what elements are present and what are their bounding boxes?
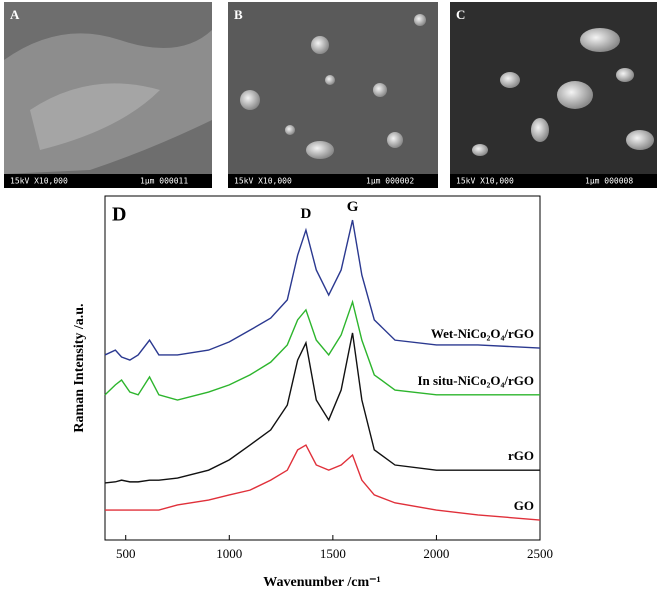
x-tick-label: 1500 bbox=[320, 546, 346, 561]
series-line bbox=[105, 444, 541, 521]
sem-footer-right: 1μm 000002 bbox=[366, 177, 414, 186]
peak-label: D bbox=[301, 206, 312, 222]
series-line bbox=[104, 299, 540, 401]
series-label: GO bbox=[514, 498, 534, 513]
sem-footer-left: 15kV X10,000 bbox=[456, 177, 514, 186]
sem-particle bbox=[311, 36, 329, 54]
series-label: Wet-NiCo₂O₄/rGO bbox=[431, 326, 534, 341]
x-axis-label: Wavenumber /cm⁻¹ bbox=[263, 575, 381, 590]
sem-particle bbox=[373, 83, 387, 97]
sem-panel-c: 15kV X10,000 1μm 000008 C bbox=[450, 2, 657, 188]
sem-footer-left: 15kV X10,000 bbox=[234, 177, 292, 186]
x-tick-label: 2500 bbox=[527, 546, 553, 561]
sem-footer-right: 1μm 000011 bbox=[140, 177, 188, 186]
sem-particle bbox=[414, 14, 426, 26]
series-line bbox=[104, 332, 540, 484]
sem-footer bbox=[228, 174, 438, 188]
plot-frame bbox=[104, 195, 541, 541]
sem-texture bbox=[30, 83, 160, 150]
sem-footer bbox=[4, 174, 212, 188]
sem-particle bbox=[557, 81, 593, 109]
panel-label: B bbox=[234, 7, 243, 22]
x-tick-label: 1000 bbox=[216, 546, 242, 561]
sem-particle bbox=[531, 118, 549, 142]
sem-particle bbox=[626, 130, 654, 150]
series-line bbox=[104, 219, 541, 361]
sem-particle bbox=[285, 125, 295, 135]
sem-particle bbox=[616, 68, 634, 82]
panel-label: A bbox=[10, 7, 20, 22]
panel-label: C bbox=[456, 7, 465, 22]
panel-label: D bbox=[112, 204, 126, 226]
sem-particle bbox=[472, 144, 488, 156]
series-label: rGO bbox=[508, 448, 534, 463]
sem-particle bbox=[500, 72, 520, 88]
x-tick-label: 500 bbox=[116, 546, 136, 561]
sem-particle bbox=[306, 141, 334, 159]
sem-panel-a: 15kV X10,000 1μm 000011 A bbox=[4, 2, 212, 188]
x-tick-label: 2000 bbox=[423, 546, 449, 561]
sem-particle bbox=[325, 75, 335, 85]
sem-particle bbox=[240, 90, 260, 110]
sem-particle bbox=[387, 132, 403, 148]
sem-footer-right: 1μm 000008 bbox=[585, 177, 633, 186]
series-label: In situ-NiCo₂O₄/rGO bbox=[418, 373, 535, 388]
sem-image bbox=[228, 2, 438, 174]
sem-particle bbox=[580, 28, 620, 52]
sem-footer-left: 15kV X10,000 bbox=[10, 177, 68, 186]
sem-panel-b: 15kV X10,000 1μm 000002 B bbox=[228, 2, 438, 188]
peak-label: G bbox=[347, 199, 359, 215]
y-axis-label: Raman Intensity /a.u. bbox=[72, 303, 87, 432]
sem-footer bbox=[450, 174, 657, 188]
